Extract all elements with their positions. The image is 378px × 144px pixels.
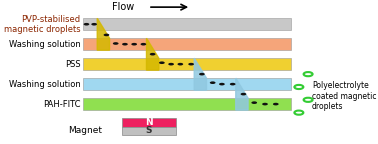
Circle shape xyxy=(273,103,279,105)
Circle shape xyxy=(188,63,194,66)
Text: PSS: PSS xyxy=(65,60,80,69)
Text: PVP-stabilised
magnetic droplets: PVP-stabilised magnetic droplets xyxy=(4,15,80,34)
Circle shape xyxy=(84,23,89,25)
Circle shape xyxy=(262,103,268,105)
Polygon shape xyxy=(147,38,159,70)
Polygon shape xyxy=(236,78,248,110)
Bar xyxy=(122,127,176,135)
Text: Washing solution: Washing solution xyxy=(9,80,80,89)
Text: S: S xyxy=(146,126,152,135)
Text: Flow: Flow xyxy=(112,2,134,12)
Circle shape xyxy=(159,61,165,64)
Circle shape xyxy=(122,43,128,46)
Circle shape xyxy=(241,93,246,95)
Circle shape xyxy=(168,63,174,66)
Circle shape xyxy=(294,85,304,89)
Text: Washing solution: Washing solution xyxy=(9,40,80,49)
Text: N: N xyxy=(145,118,153,127)
Circle shape xyxy=(150,53,155,55)
Text: Magnet: Magnet xyxy=(68,126,102,134)
Polygon shape xyxy=(194,58,206,90)
Polygon shape xyxy=(97,18,110,50)
Circle shape xyxy=(210,81,215,84)
Circle shape xyxy=(294,111,304,115)
Circle shape xyxy=(304,72,313,76)
Bar xyxy=(84,98,291,110)
Bar xyxy=(122,118,176,127)
Circle shape xyxy=(251,101,257,104)
Text: Polyelectrolyte
coated magnetic
droplets: Polyelectrolyte coated magnetic droplets xyxy=(312,81,376,111)
Circle shape xyxy=(219,83,225,85)
Circle shape xyxy=(230,83,235,85)
Bar xyxy=(84,78,291,90)
Circle shape xyxy=(141,43,146,46)
Circle shape xyxy=(199,73,205,75)
Circle shape xyxy=(91,23,97,25)
Bar xyxy=(84,18,291,30)
Circle shape xyxy=(131,43,137,46)
Circle shape xyxy=(113,42,119,45)
Bar xyxy=(84,58,291,70)
Circle shape xyxy=(104,34,109,36)
Text: PAH-FITC: PAH-FITC xyxy=(43,100,80,109)
Bar xyxy=(84,38,291,50)
Circle shape xyxy=(304,98,313,102)
Circle shape xyxy=(178,63,183,66)
